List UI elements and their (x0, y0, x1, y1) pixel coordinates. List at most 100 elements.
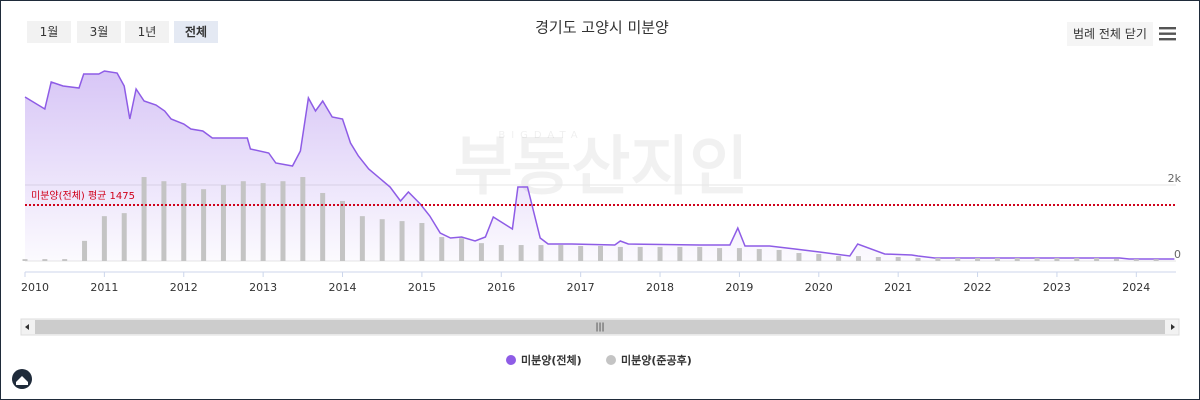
bar (399, 221, 405, 261)
bar (240, 181, 246, 261)
bar (816, 253, 822, 261)
bar (340, 200, 346, 261)
x-tick-label: 2012 (170, 281, 198, 294)
bar (677, 246, 683, 261)
bar (1054, 257, 1060, 261)
bar (201, 189, 207, 261)
area (25, 71, 1175, 261)
x-tick-label: 2013 (249, 281, 277, 294)
bar (895, 257, 901, 261)
bar (300, 177, 306, 261)
scroll-left[interactable] (25, 324, 29, 330)
bar (558, 245, 564, 261)
bar (459, 238, 465, 261)
bar (578, 245, 584, 261)
bar (320, 192, 326, 261)
x-tick-label: 2014 (329, 281, 357, 294)
x-tick-label: 2010 (21, 281, 49, 294)
bar (955, 257, 961, 261)
legend-marker (506, 355, 516, 365)
x-tick-label: 2023 (1043, 281, 1071, 294)
range-button[interactable]: 전체 (174, 21, 218, 43)
x-tick-label: 2015 (408, 281, 436, 294)
bar (836, 256, 842, 261)
watermark: BIGDATA (498, 130, 583, 141)
x-tick-label: 2021 (884, 281, 912, 294)
x-tick-label: 2019 (725, 281, 753, 294)
scrollbar[interactable] (20, 318, 1180, 336)
x-tick-label: 2022 (964, 281, 992, 294)
bar (617, 246, 623, 261)
scroll-grip: ||| (595, 323, 604, 333)
bar (379, 219, 385, 261)
range-button[interactable]: 1월 (27, 21, 71, 43)
average-label: 미분양(전체) 평균 1475 (31, 190, 135, 202)
x-tick-label: 2024 (1122, 281, 1150, 294)
legend-label[interactable]: 미분양(전체) (521, 353, 582, 367)
bar (1074, 257, 1080, 261)
x-tick-label: 2016 (487, 281, 515, 294)
legend-label[interactable]: 미분양(준공후) (621, 353, 692, 367)
x-tick-label: 2020 (805, 281, 833, 294)
bar (101, 216, 107, 261)
bar (1133, 259, 1139, 261)
logo-icon[interactable] (12, 369, 32, 389)
legend-marker (606, 355, 616, 365)
watermark: 부동산지인 (454, 131, 748, 205)
bar (657, 246, 663, 261)
bar (1153, 259, 1159, 261)
bar (637, 246, 643, 261)
scroll-right[interactable] (1171, 324, 1175, 330)
bar (915, 257, 921, 261)
chart-title: 경기도 고양시 미분양 (535, 19, 669, 37)
menu-icon[interactable] (1159, 26, 1177, 42)
logo-icon (16, 376, 28, 385)
bar (121, 213, 127, 261)
bar (538, 245, 544, 261)
x-tick-label: 2017 (567, 281, 595, 294)
bar (717, 248, 723, 261)
scroll-thumb[interactable] (35, 320, 1165, 334)
bar (935, 257, 941, 261)
x-tick-label: 2011 (90, 281, 118, 294)
bar (260, 183, 266, 261)
range-button[interactable]: 3월 (77, 21, 121, 43)
bar (1094, 257, 1100, 261)
bar (875, 257, 881, 261)
bar (22, 259, 28, 261)
bar (42, 259, 48, 261)
bar (478, 243, 484, 261)
bar (1113, 258, 1119, 261)
bar (518, 245, 524, 261)
bar (82, 240, 88, 261)
bar (1014, 257, 1020, 261)
bar (141, 177, 147, 261)
bar (181, 183, 187, 261)
bar (796, 253, 802, 261)
bar (220, 185, 226, 261)
bar (1034, 257, 1040, 261)
bar (419, 223, 425, 261)
bar (498, 245, 504, 261)
bar (855, 256, 861, 261)
bar (975, 257, 981, 261)
x-tick-label: 2018 (646, 281, 674, 294)
bar (161, 181, 167, 261)
bar (359, 216, 365, 261)
bar (736, 248, 742, 261)
line (24, 70, 1175, 260)
bar (598, 245, 603, 261)
bar (439, 237, 445, 261)
bar (776, 249, 782, 261)
bar (62, 259, 68, 261)
bar (697, 246, 703, 261)
y-tick-label: 2k (1168, 172, 1182, 185)
legend-toggle[interactable]: 범례 전체 닫기 (1067, 22, 1153, 46)
range-button[interactable]: 1년 (125, 21, 169, 43)
bar (280, 181, 286, 261)
y-tick-label: 0 (1174, 248, 1181, 261)
bar (756, 249, 762, 261)
bar (994, 257, 1000, 261)
